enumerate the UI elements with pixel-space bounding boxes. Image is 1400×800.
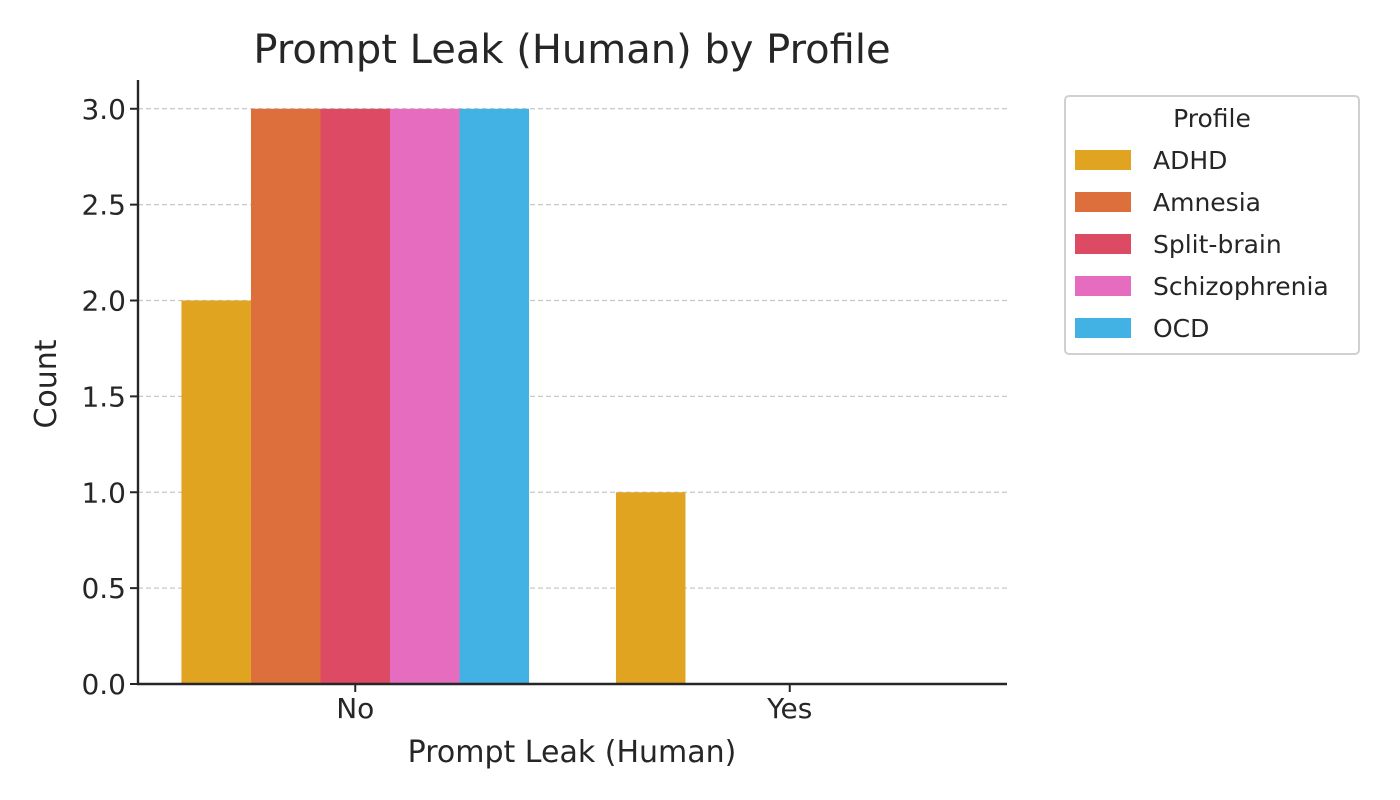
y-tick-label: 0.5 <box>81 572 126 605</box>
x-ticks: No Yes <box>336 684 812 725</box>
bar-adhd-no <box>181 301 251 684</box>
x-tick-label: No <box>336 692 374 725</box>
legend-entry-label: ADHD <box>1153 146 1227 175</box>
legend-entry-label: Schizophrenia <box>1153 272 1329 301</box>
legend-entry-label: Amnesia <box>1153 188 1261 217</box>
legend-entry-label: Split-brain <box>1153 230 1282 259</box>
bar-ocd-no <box>460 109 530 684</box>
legend-swatch <box>1075 318 1131 338</box>
chart-title: Prompt Leak (Human) by Profile <box>253 27 890 73</box>
legend[interactable]: Profile ADHD Amnesia Split-brain Schizophre… <box>1065 96 1359 354</box>
legend-entry-label: OCD <box>1153 314 1209 343</box>
legend-swatch <box>1075 150 1131 170</box>
bar-split-brain-no <box>320 109 390 684</box>
legend-swatch <box>1075 192 1131 212</box>
y-axis-label: Count <box>29 339 64 428</box>
legend-frame <box>1065 96 1359 354</box>
bar-adhd-yes <box>616 492 686 684</box>
legend-title: Profile <box>1173 104 1251 133</box>
y-tick-label: 1.0 <box>81 476 126 509</box>
x-tick-label: Yes <box>766 692 812 725</box>
y-ticks: 0.0 0.5 1.0 1.5 2.0 2.5 3.0 <box>81 93 138 701</box>
bar-amnesia-no <box>251 109 321 684</box>
bar-schizophrenia-no <box>390 109 460 684</box>
y-tick-label: 2.5 <box>81 189 126 222</box>
x-axis-label: Prompt Leak (Human) <box>408 735 737 770</box>
legend-swatch <box>1075 234 1131 254</box>
y-tick-label: 3.0 <box>81 93 126 126</box>
y-tick-label: 2.0 <box>81 285 126 318</box>
legend-swatch <box>1075 276 1131 296</box>
y-tick-label: 0.0 <box>81 668 126 701</box>
bars <box>181 109 685 684</box>
y-tick-label: 1.5 <box>81 380 126 413</box>
